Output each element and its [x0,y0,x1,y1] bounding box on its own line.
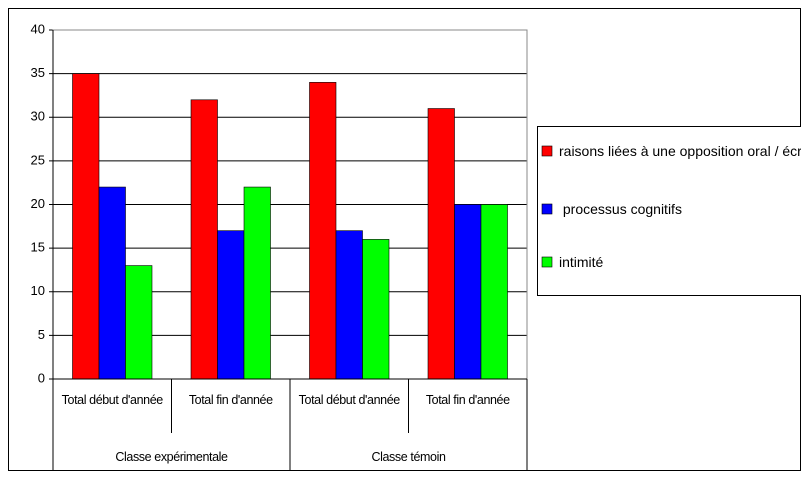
x-tick-label: Total fin d'année [425,393,510,407]
y-tick-label: 10 [31,283,45,298]
x-group-label: Classe expérimentale [115,450,228,464]
y-tick-label: 0 [38,370,45,385]
legend-swatch [541,256,553,268]
legend-swatch [541,145,553,157]
bar [190,99,218,380]
bar [98,186,126,380]
x-tick-label: Total fin d'année [188,393,273,407]
x-group-label: Classe témoin [371,450,446,464]
bar [309,82,337,380]
y-tick-label: 40 [31,21,45,36]
bar [335,230,363,380]
y-tick-label: 30 [31,109,45,124]
legend-label: raisons liées à une opposition oral / éc… [559,143,801,159]
bar [125,265,153,380]
legend-swatch [541,203,553,215]
bar [480,204,508,380]
bar [72,73,100,380]
bar [427,108,455,380]
y-tick-label: 15 [31,240,45,255]
bar [362,239,390,380]
y-tick-label: 5 [38,327,45,342]
bar [454,204,482,380]
x-tick-label: Total début d'année [298,393,401,407]
legend-label: processus cognitifs [559,201,682,217]
legend-label: intimité [559,254,604,270]
y-tick-label: 20 [31,196,45,211]
bar [217,230,245,380]
legend-box [537,126,801,296]
y-tick-label: 35 [31,65,45,80]
x-tick-label: Total début d'année [61,393,164,407]
bar [243,186,271,380]
y-tick-label: 25 [31,152,45,167]
